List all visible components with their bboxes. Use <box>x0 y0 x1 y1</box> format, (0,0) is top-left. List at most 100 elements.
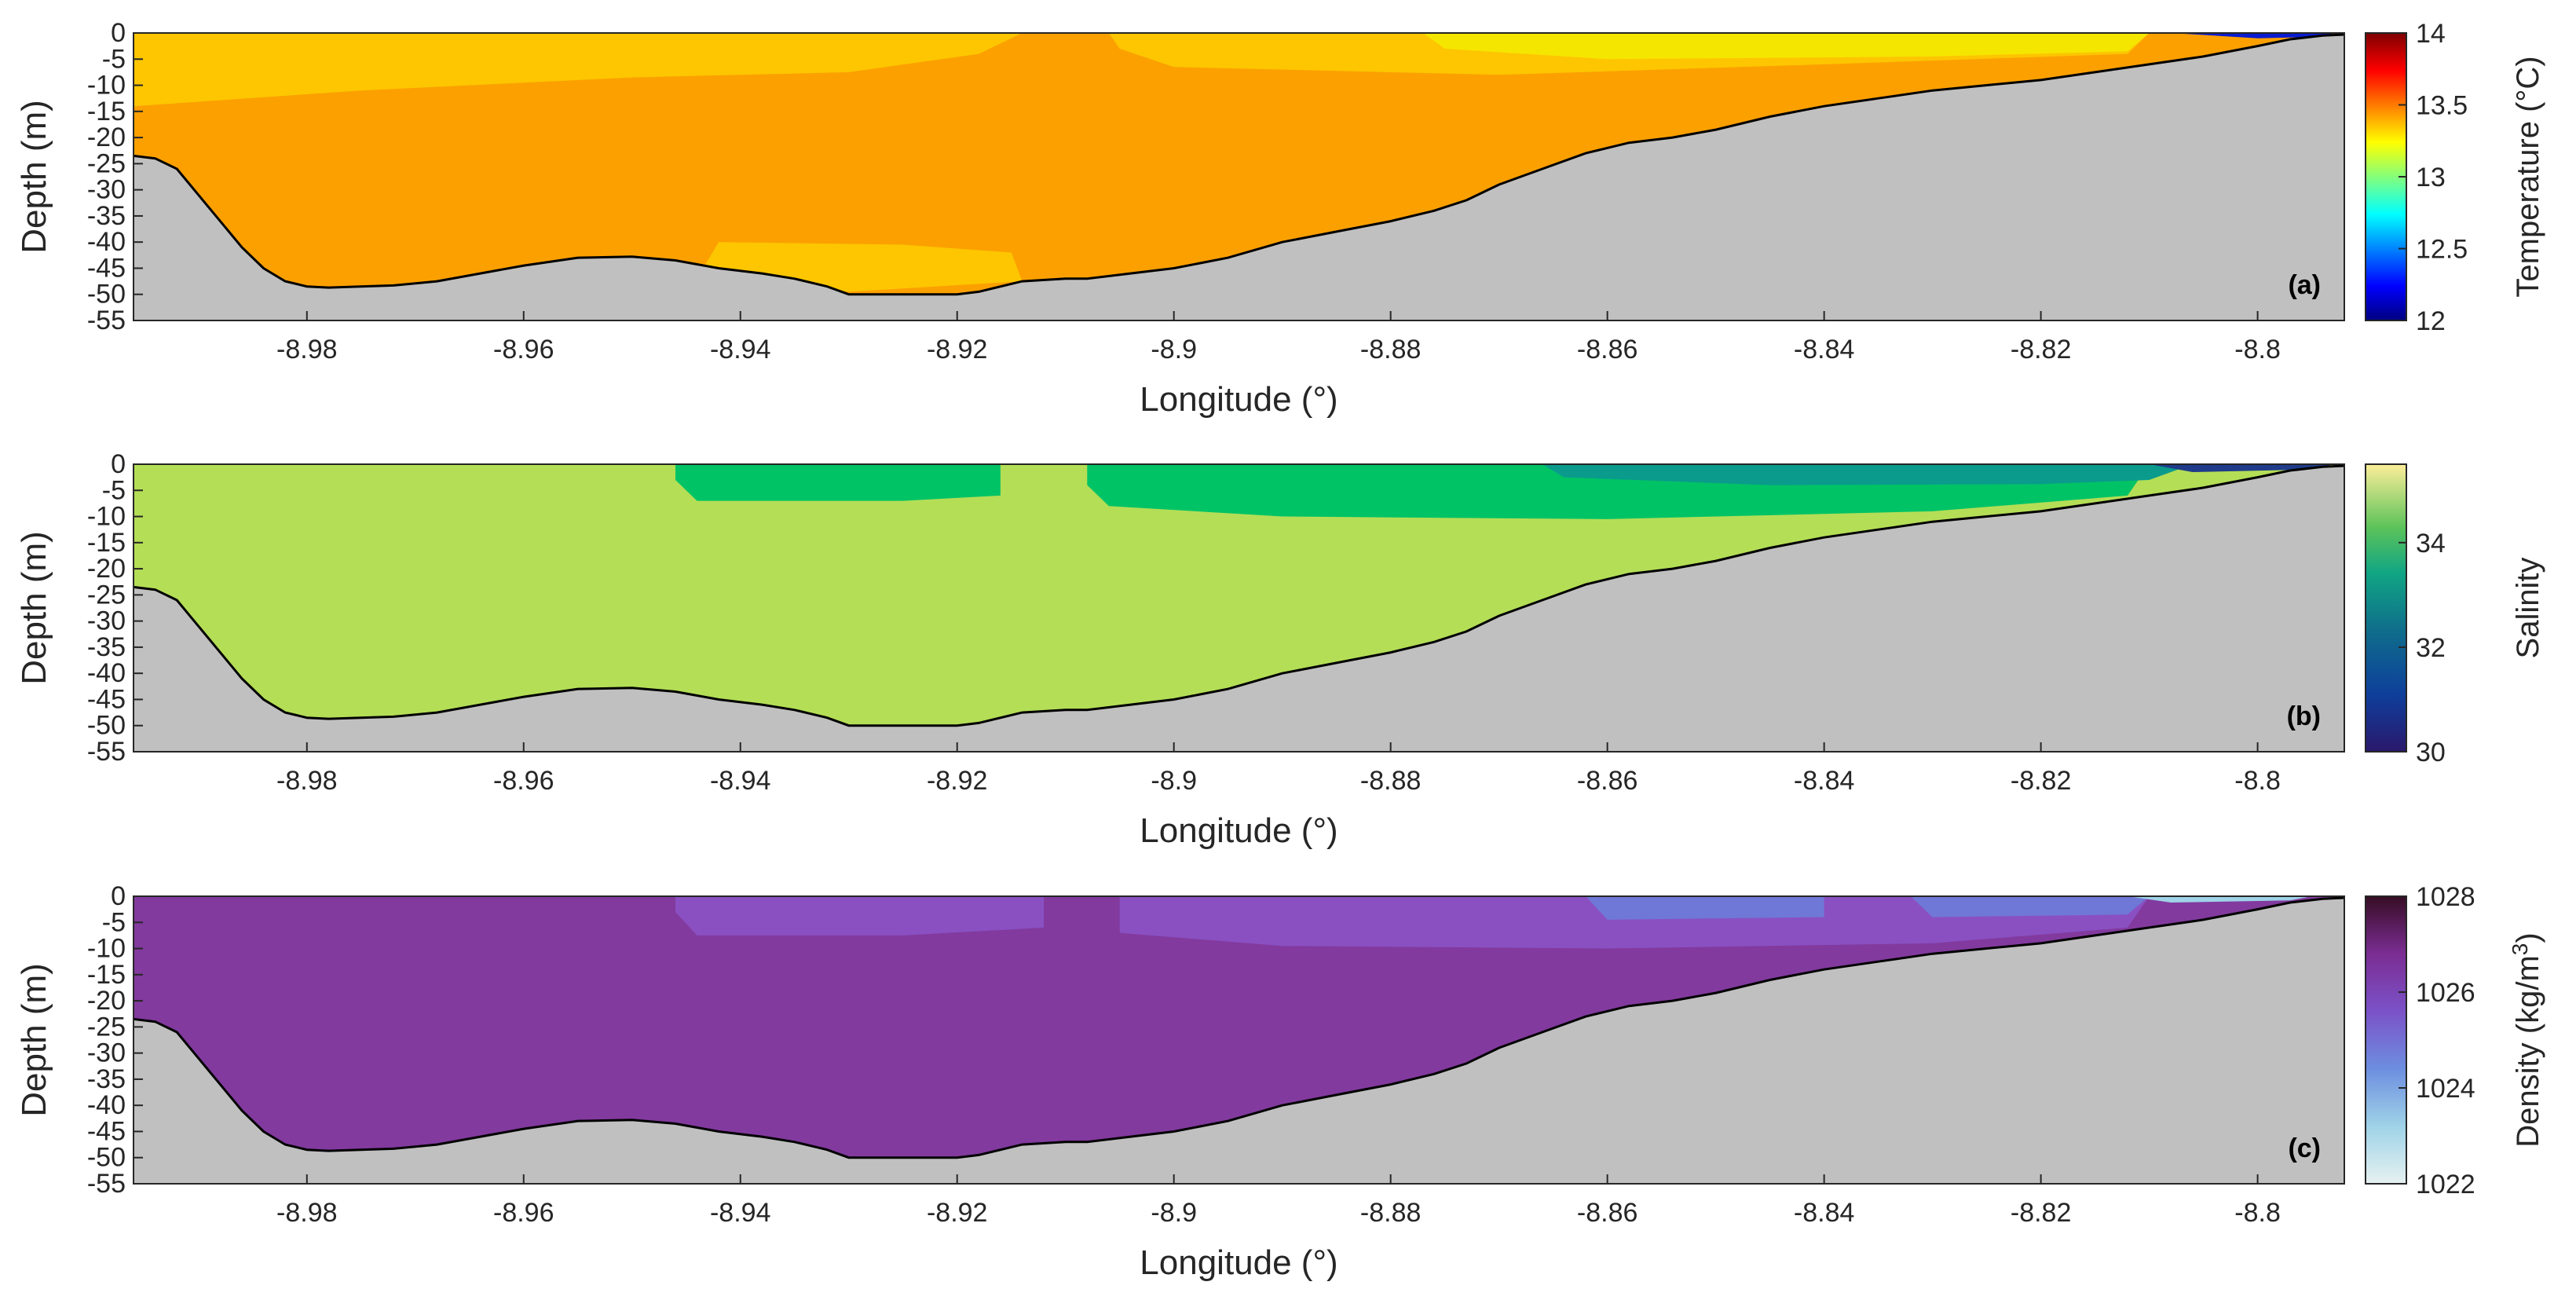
axes-box <box>133 463 2345 753</box>
x-tick-label: -8.92 <box>927 1198 988 1228</box>
seabed-line <box>134 33 2344 296</box>
x-tick-label: -8.98 <box>276 1198 338 1228</box>
y-tick-label: -20 <box>87 123 126 152</box>
x-axis-label: Longitude (°) <box>1140 380 1337 419</box>
colorbar-tick-label: 13.5 <box>2416 91 2468 121</box>
x-tick-label: -8.96 <box>493 335 554 364</box>
panel-salinity: 0-5-10-15-20-25-30-35-40-45-50-55 -8.98 -8… <box>15 449 2545 850</box>
y-tick-label: 0 <box>111 881 126 911</box>
panel-temperature: 0-5-10-15-20-25-30-35-40-45-50-55 -8.98 -8… <box>15 18 2545 419</box>
panel-density: 0-5-10-15-20-25-30-35-40-45-50-55 -8.98 -8… <box>15 881 2545 1282</box>
contour-region <box>675 464 1001 501</box>
contour-region <box>2149 464 2334 472</box>
x-tick-label: -8.88 <box>1360 335 1422 364</box>
x-tick-label: -8.8 <box>2234 335 2281 364</box>
colorbar-tick-label: 1028 <box>2416 882 2475 912</box>
x-axis-label: Longitude (°) <box>1140 811 1337 850</box>
colorbar-tick-label: 1026 <box>2416 978 2475 1008</box>
y-tick-label: -10 <box>87 71 126 101</box>
y-tick-label: -15 <box>87 97 126 126</box>
colorbar-tick-label: 34 <box>2416 529 2446 558</box>
colorbar <box>2365 463 2407 753</box>
contour-region <box>1911 896 2150 917</box>
x-tick-label: -8.82 <box>2011 335 2072 364</box>
y-tick-label: -50 <box>87 711 126 741</box>
seabed-line <box>134 464 2344 727</box>
y-tick-label: -40 <box>87 1090 126 1120</box>
plot-area <box>134 464 2344 752</box>
colorbar-tick-label: 13 <box>2416 163 2446 192</box>
x-tick-label: -8.9 <box>1151 335 1197 364</box>
y-tick-label: -15 <box>87 960 126 990</box>
plot-area <box>134 33 2344 320</box>
seabed-fill <box>134 896 2344 1184</box>
seabed-fill <box>134 464 2344 752</box>
y-tick-label: -20 <box>87 986 126 1016</box>
contour-region <box>2171 33 2334 38</box>
x-tick-label: -8.84 <box>1794 766 1855 796</box>
y-tick-label: -55 <box>87 306 126 335</box>
y-tick-label: -55 <box>87 737 126 767</box>
seabed-fill <box>134 33 2344 320</box>
colorbar-label: Density (kg/m3) <box>2508 932 2545 1147</box>
y-tick-label: -45 <box>87 253 126 283</box>
x-tick-label: -8.96 <box>493 1198 554 1228</box>
x-tick-label: -8.82 <box>2011 1198 2072 1228</box>
colorbar <box>2365 895 2407 1185</box>
x-tick-label: -8.96 <box>493 766 554 796</box>
x-tick-label: -8.8 <box>2234 766 2281 796</box>
colorbar-tick-label: 1022 <box>2416 1170 2475 1199</box>
x-tick-label: -8.88 <box>1360 766 1422 796</box>
y-tick-label: 0 <box>111 18 126 48</box>
y-tick-label: -5 <box>102 475 126 505</box>
x-tick-label: -8.88 <box>1360 1198 1422 1228</box>
colorbar-label: Salinity <box>2511 558 2545 659</box>
y-tick-label: -50 <box>87 1143 126 1173</box>
y-tick-label: -30 <box>87 606 126 636</box>
contour-region <box>1586 896 1824 920</box>
x-tick-label: -8.8 <box>2234 1198 2281 1228</box>
x-tick-label: -8.98 <box>276 335 338 364</box>
x-tick-label: -8.82 <box>2011 766 2072 796</box>
colorbar-tick-label: 12.5 <box>2416 235 2468 265</box>
contour-region <box>134 33 1023 107</box>
contour-region <box>1542 464 2193 485</box>
contour-region <box>675 896 1045 936</box>
y-tick-label: -10 <box>87 502 126 532</box>
colorbar-tick-label: 32 <box>2416 633 2446 663</box>
y-tick-label: -5 <box>102 907 126 937</box>
y-tick-label: -35 <box>87 201 126 231</box>
colorbar-tick-label: 1024 <box>2416 1074 2475 1104</box>
x-tick-label: -8.94 <box>710 1198 771 1228</box>
contour-region <box>2128 896 2312 903</box>
y-tick-label: -55 <box>87 1169 126 1199</box>
plot-area <box>134 896 2344 1184</box>
x-tick-label: -8.84 <box>1794 1198 1855 1228</box>
y-tick-label: -15 <box>87 528 126 558</box>
y-tick-label: -10 <box>87 934 126 964</box>
y-tick-label: -25 <box>87 580 126 610</box>
y-tick-label: 0 <box>111 449 126 479</box>
contour-region <box>1119 896 2150 949</box>
y-tick-label: -20 <box>87 554 126 584</box>
y-tick-label: -45 <box>87 1116 126 1146</box>
x-tick-label: -8.86 <box>1577 1198 1638 1228</box>
x-tick-label: -8.92 <box>927 335 988 364</box>
colorbar-tick-label: 30 <box>2416 738 2446 767</box>
x-tick-label: -8.94 <box>710 335 771 364</box>
colorbar-label-superscript: 3 <box>2508 943 2532 956</box>
y-tick-label: -5 <box>102 44 126 74</box>
x-tick-label: -8.94 <box>710 766 771 796</box>
seabed-line <box>134 896 2344 1159</box>
y-tick-label: -35 <box>87 632 126 662</box>
axes-box <box>133 895 2345 1185</box>
y-tick-label: -30 <box>87 175 126 205</box>
panel-label: (a) <box>2288 270 2321 300</box>
colorbar-tick-label: 14 <box>2416 19 2446 49</box>
contour-region <box>1423 33 2150 60</box>
axes-box <box>133 32 2345 321</box>
colorbar-label-end: ) <box>2511 932 2545 943</box>
y-tick-label: -30 <box>87 1038 126 1068</box>
y-tick-label: -25 <box>87 1012 126 1042</box>
x-tick-label: -8.9 <box>1151 766 1197 796</box>
